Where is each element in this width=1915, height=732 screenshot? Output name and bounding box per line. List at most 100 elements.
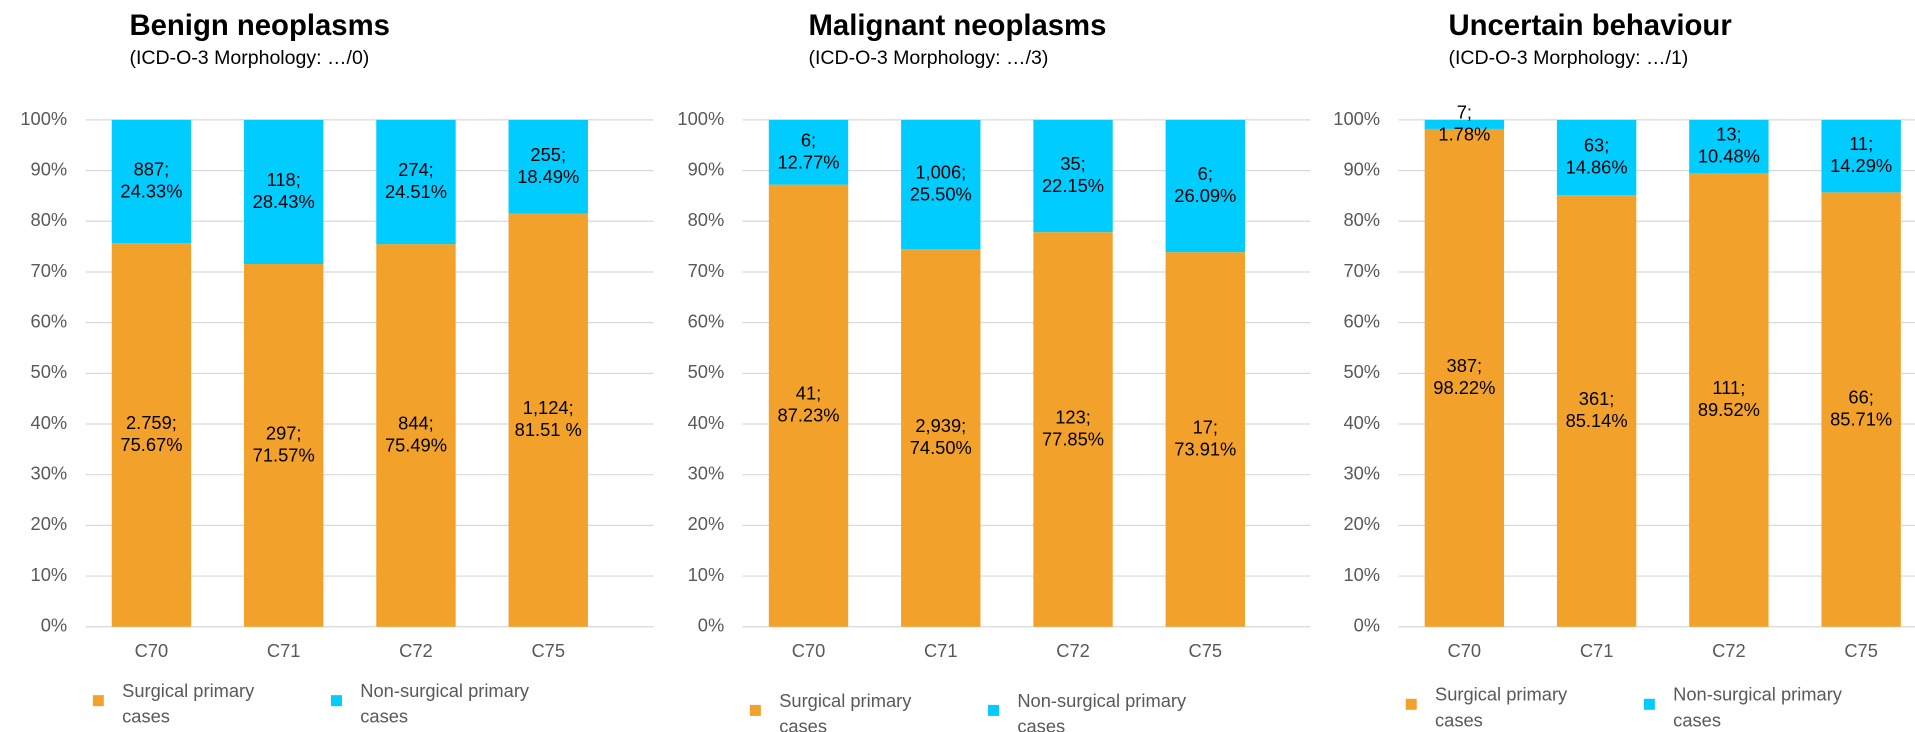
data-label: 111; 89.52% bbox=[1698, 377, 1760, 420]
chart-subtitle: (ICD-O-3 Morphology: …/1) bbox=[1448, 47, 1688, 69]
legend-swatch bbox=[988, 704, 1000, 716]
data-label: 387; 98.22% bbox=[1433, 355, 1495, 398]
legend-swatch bbox=[330, 695, 342, 707]
y-tick-label: 50% bbox=[688, 361, 725, 382]
y-tick-label: 70% bbox=[31, 260, 68, 281]
bar-segment bbox=[768, 119, 849, 185]
data-label: 2,939; 74.50% bbox=[910, 415, 972, 458]
x-tick-label: C72 bbox=[399, 640, 433, 661]
bar-segment bbox=[1556, 119, 1637, 196]
bar-segment bbox=[244, 119, 324, 265]
x-tick-label: C71 bbox=[924, 640, 958, 661]
data-label: 6; 12.77% bbox=[777, 129, 839, 172]
data-label: 255; 18.49% bbox=[517, 144, 579, 187]
y-tick-label: 50% bbox=[31, 361, 68, 382]
y-tick-label: 80% bbox=[1343, 209, 1380, 230]
chart-subtitle: (ICD-O-3 Morphology: …/0) bbox=[129, 47, 369, 69]
legend-swatch bbox=[92, 695, 104, 707]
data-label: 274; 24.51% bbox=[385, 159, 447, 202]
y-tick-label: 0% bbox=[1354, 615, 1380, 636]
y-tick-label: 10% bbox=[1343, 564, 1380, 585]
bar-segment bbox=[1689, 173, 1769, 627]
legend-label: Non-surgical primary cases bbox=[1673, 684, 1843, 731]
x-tick-label: C72 bbox=[1712, 640, 1746, 661]
bar-segment bbox=[1165, 119, 1245, 253]
data-label: 41; 87.23% bbox=[777, 383, 839, 426]
y-tick-label: 10% bbox=[31, 564, 68, 585]
legend-label: Surgical primary cases bbox=[779, 690, 912, 732]
data-label: 11; 14.29% bbox=[1830, 133, 1892, 176]
y-tick-label: 60% bbox=[1343, 310, 1380, 331]
bar-segment bbox=[1165, 252, 1245, 627]
y-tick-label: 90% bbox=[31, 158, 68, 179]
bar-segment bbox=[111, 119, 192, 244]
y-tick-label: 100% bbox=[1333, 108, 1380, 129]
y-tick-label: 70% bbox=[1343, 260, 1380, 281]
chart-title: Uncertain behaviour bbox=[1448, 9, 1731, 42]
bar-segment bbox=[1821, 192, 1901, 627]
y-tick-label: 40% bbox=[31, 412, 68, 433]
y-tick-label: 90% bbox=[688, 158, 725, 179]
bar-segment bbox=[1689, 119, 1769, 174]
y-tick-label: 40% bbox=[688, 412, 725, 433]
legend-swatch bbox=[1643, 698, 1655, 710]
y-tick-label: 60% bbox=[688, 310, 725, 331]
data-label: 887; 24.33% bbox=[120, 158, 182, 201]
data-label: 7; 1.78% bbox=[1438, 101, 1490, 144]
legend-label: Surgical primary cases bbox=[1435, 684, 1568, 731]
legend-label: Non-surgical primary cases bbox=[360, 680, 530, 727]
data-label: 2.759; 75.67% bbox=[120, 412, 182, 455]
y-tick-label: 50% bbox=[1343, 361, 1380, 382]
y-tick-label: 60% bbox=[31, 310, 68, 331]
y-tick-label: 40% bbox=[1343, 412, 1380, 433]
y-tick-label: 80% bbox=[688, 209, 725, 230]
bar-segment bbox=[1033, 232, 1113, 627]
y-tick-label: 30% bbox=[688, 463, 725, 484]
y-tick-label: 0% bbox=[41, 615, 67, 636]
x-tick-label: C70 bbox=[792, 640, 826, 661]
y-tick-label: 20% bbox=[31, 513, 68, 534]
bar-segment bbox=[1033, 119, 1113, 233]
bar-segment bbox=[1556, 195, 1637, 627]
x-tick-label: C71 bbox=[267, 640, 301, 661]
data-label: 63; 14.86% bbox=[1566, 134, 1628, 177]
legend-swatch bbox=[1405, 698, 1417, 710]
bar-segment bbox=[1424, 119, 1505, 129]
bar-segment bbox=[901, 249, 981, 627]
data-label: 1,124; 81.51 % bbox=[515, 397, 582, 440]
y-tick-label: 20% bbox=[1343, 513, 1380, 534]
y-tick-label: 100% bbox=[20, 108, 67, 129]
data-label: 17; 73.91% bbox=[1174, 416, 1236, 459]
chart-title: Benign neoplasms bbox=[129, 9, 389, 42]
bar-segment bbox=[768, 184, 849, 627]
y-tick-label: 90% bbox=[1343, 158, 1380, 179]
y-tick-label: 0% bbox=[698, 615, 724, 636]
bar-segment bbox=[111, 243, 192, 627]
x-tick-label: C75 bbox=[1189, 640, 1223, 661]
bar-segment bbox=[508, 119, 588, 214]
data-label: 844; 75.49% bbox=[385, 412, 447, 455]
x-tick-label: C75 bbox=[1844, 640, 1878, 661]
bar-segment bbox=[1424, 128, 1505, 627]
data-label: 361; 85.14% bbox=[1566, 388, 1628, 431]
bar-segment bbox=[901, 119, 981, 250]
data-label: 297; 71.57% bbox=[253, 422, 315, 465]
y-tick-label: 70% bbox=[688, 260, 725, 281]
bar-segment bbox=[376, 244, 456, 627]
legend-label: Surgical primary cases bbox=[122, 680, 255, 727]
y-tick-label: 20% bbox=[688, 513, 725, 534]
data-label: 6; 26.09% bbox=[1174, 163, 1236, 206]
y-tick-label: 100% bbox=[677, 108, 724, 129]
x-tick-label: C75 bbox=[531, 640, 565, 661]
legend-swatch bbox=[749, 704, 761, 716]
y-tick-label: 30% bbox=[31, 463, 68, 484]
data-label: 35; 22.15% bbox=[1042, 153, 1104, 196]
data-label: 123; 77.85% bbox=[1042, 406, 1104, 449]
y-tick-label: 80% bbox=[31, 209, 68, 230]
data-label: 1,006; 25.50% bbox=[910, 161, 972, 204]
data-label: 66; 85.71% bbox=[1830, 386, 1892, 429]
bar-segment bbox=[508, 213, 588, 627]
data-label: 118; 28.43% bbox=[253, 169, 315, 212]
